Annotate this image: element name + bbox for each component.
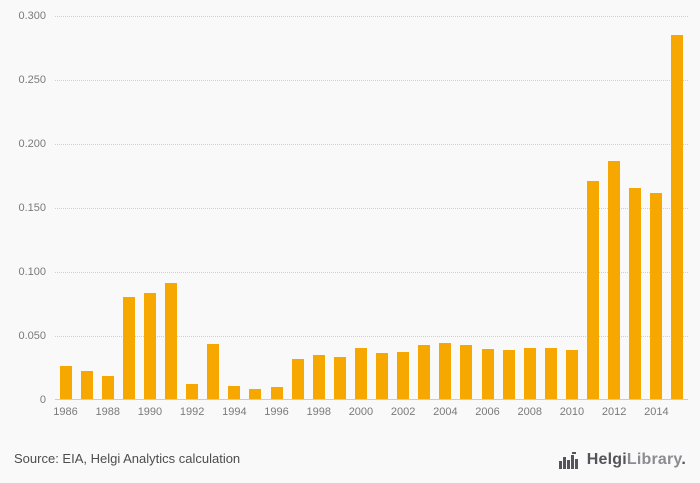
bar-1995 [249,389,262,399]
bar-2005 [460,345,473,399]
bar-2003 [418,345,431,399]
logo-text: HelgiLibrary. [587,451,686,469]
bar-1987 [80,371,93,399]
x-axis-tick-label: 2002 [390,406,416,418]
bar-2015 [671,35,684,399]
plot-area [55,16,688,400]
bar-1991 [165,283,178,399]
bar-1997 [291,359,304,399]
source-text: Source: EIA, Helgi Analytics calculation [14,451,241,466]
x-axis-tick-label: 2010 [559,406,585,418]
x-axis-tick-label: 1992 [179,406,205,418]
bar-1993 [207,344,220,399]
y-axis-tick-label: 0.200 [18,138,46,150]
gridline [55,208,688,209]
x-axis-tick-label: 1998 [306,406,331,418]
gridline [55,144,688,145]
bar-2000 [354,348,367,399]
bar-2002 [397,352,410,399]
bar-2007 [502,350,515,399]
bar-2001 [376,353,389,399]
gridline [55,336,688,337]
footer: Source: EIA, Helgi Analytics calculation… [0,433,700,483]
bar-1996 [270,387,283,399]
gridline [55,272,688,273]
y-axis-tick-label: 0 [39,394,46,406]
bar-chart-logo-icon [558,451,581,469]
x-axis-tick-label: 1996 [264,406,289,418]
bar-2004 [439,343,452,399]
bar-1992 [186,384,199,399]
bar-2011 [587,181,600,399]
bar-1988 [101,376,114,399]
helgi-library-logo: HelgiLibrary. [558,451,686,469]
bar-1989 [122,297,135,399]
bar-1994 [228,386,241,399]
bar-2014 [650,193,663,399]
gridline [55,16,688,17]
x-axis-tick-label: 1986 [53,406,78,418]
y-axis-tick-label: 0.250 [18,74,46,86]
y-axis-tick-label: 0.050 [18,330,46,342]
bar-2010 [565,350,578,399]
x-axis-tick-label: 1990 [137,406,163,418]
bar-2009 [544,348,557,399]
bar-1990 [143,293,156,399]
x-axis-tick-label: 1994 [222,406,247,418]
bar-2006 [481,349,494,399]
x-axis-tick-label: 2008 [517,406,542,418]
x-axis-tick-label: 2006 [475,406,500,418]
gridline [55,80,688,81]
y-axis-tick-label: 0.100 [18,266,46,278]
y-axis-tick-label: 0.150 [18,202,46,214]
x-axis-tick-label: 1988 [95,406,120,418]
bar-1998 [312,355,325,399]
logo-dot: . [681,451,686,468]
bar-1999 [333,357,346,399]
logo-brand-secondary: Library [626,451,682,468]
x-axis-tick-label: 2000 [348,406,374,418]
y-axis-tick-label: 0.300 [18,10,46,22]
bar-2013 [629,188,642,399]
x-axis-tick-label: 2014 [644,406,669,418]
logo-brand-primary: Helgi [586,451,627,468]
bar-1986 [59,366,72,399]
bar-2008 [523,348,536,399]
bar-2012 [608,161,621,399]
x-axis-tick-label: 2004 [433,406,458,418]
x-axis-tick-label: 2012 [601,406,627,418]
